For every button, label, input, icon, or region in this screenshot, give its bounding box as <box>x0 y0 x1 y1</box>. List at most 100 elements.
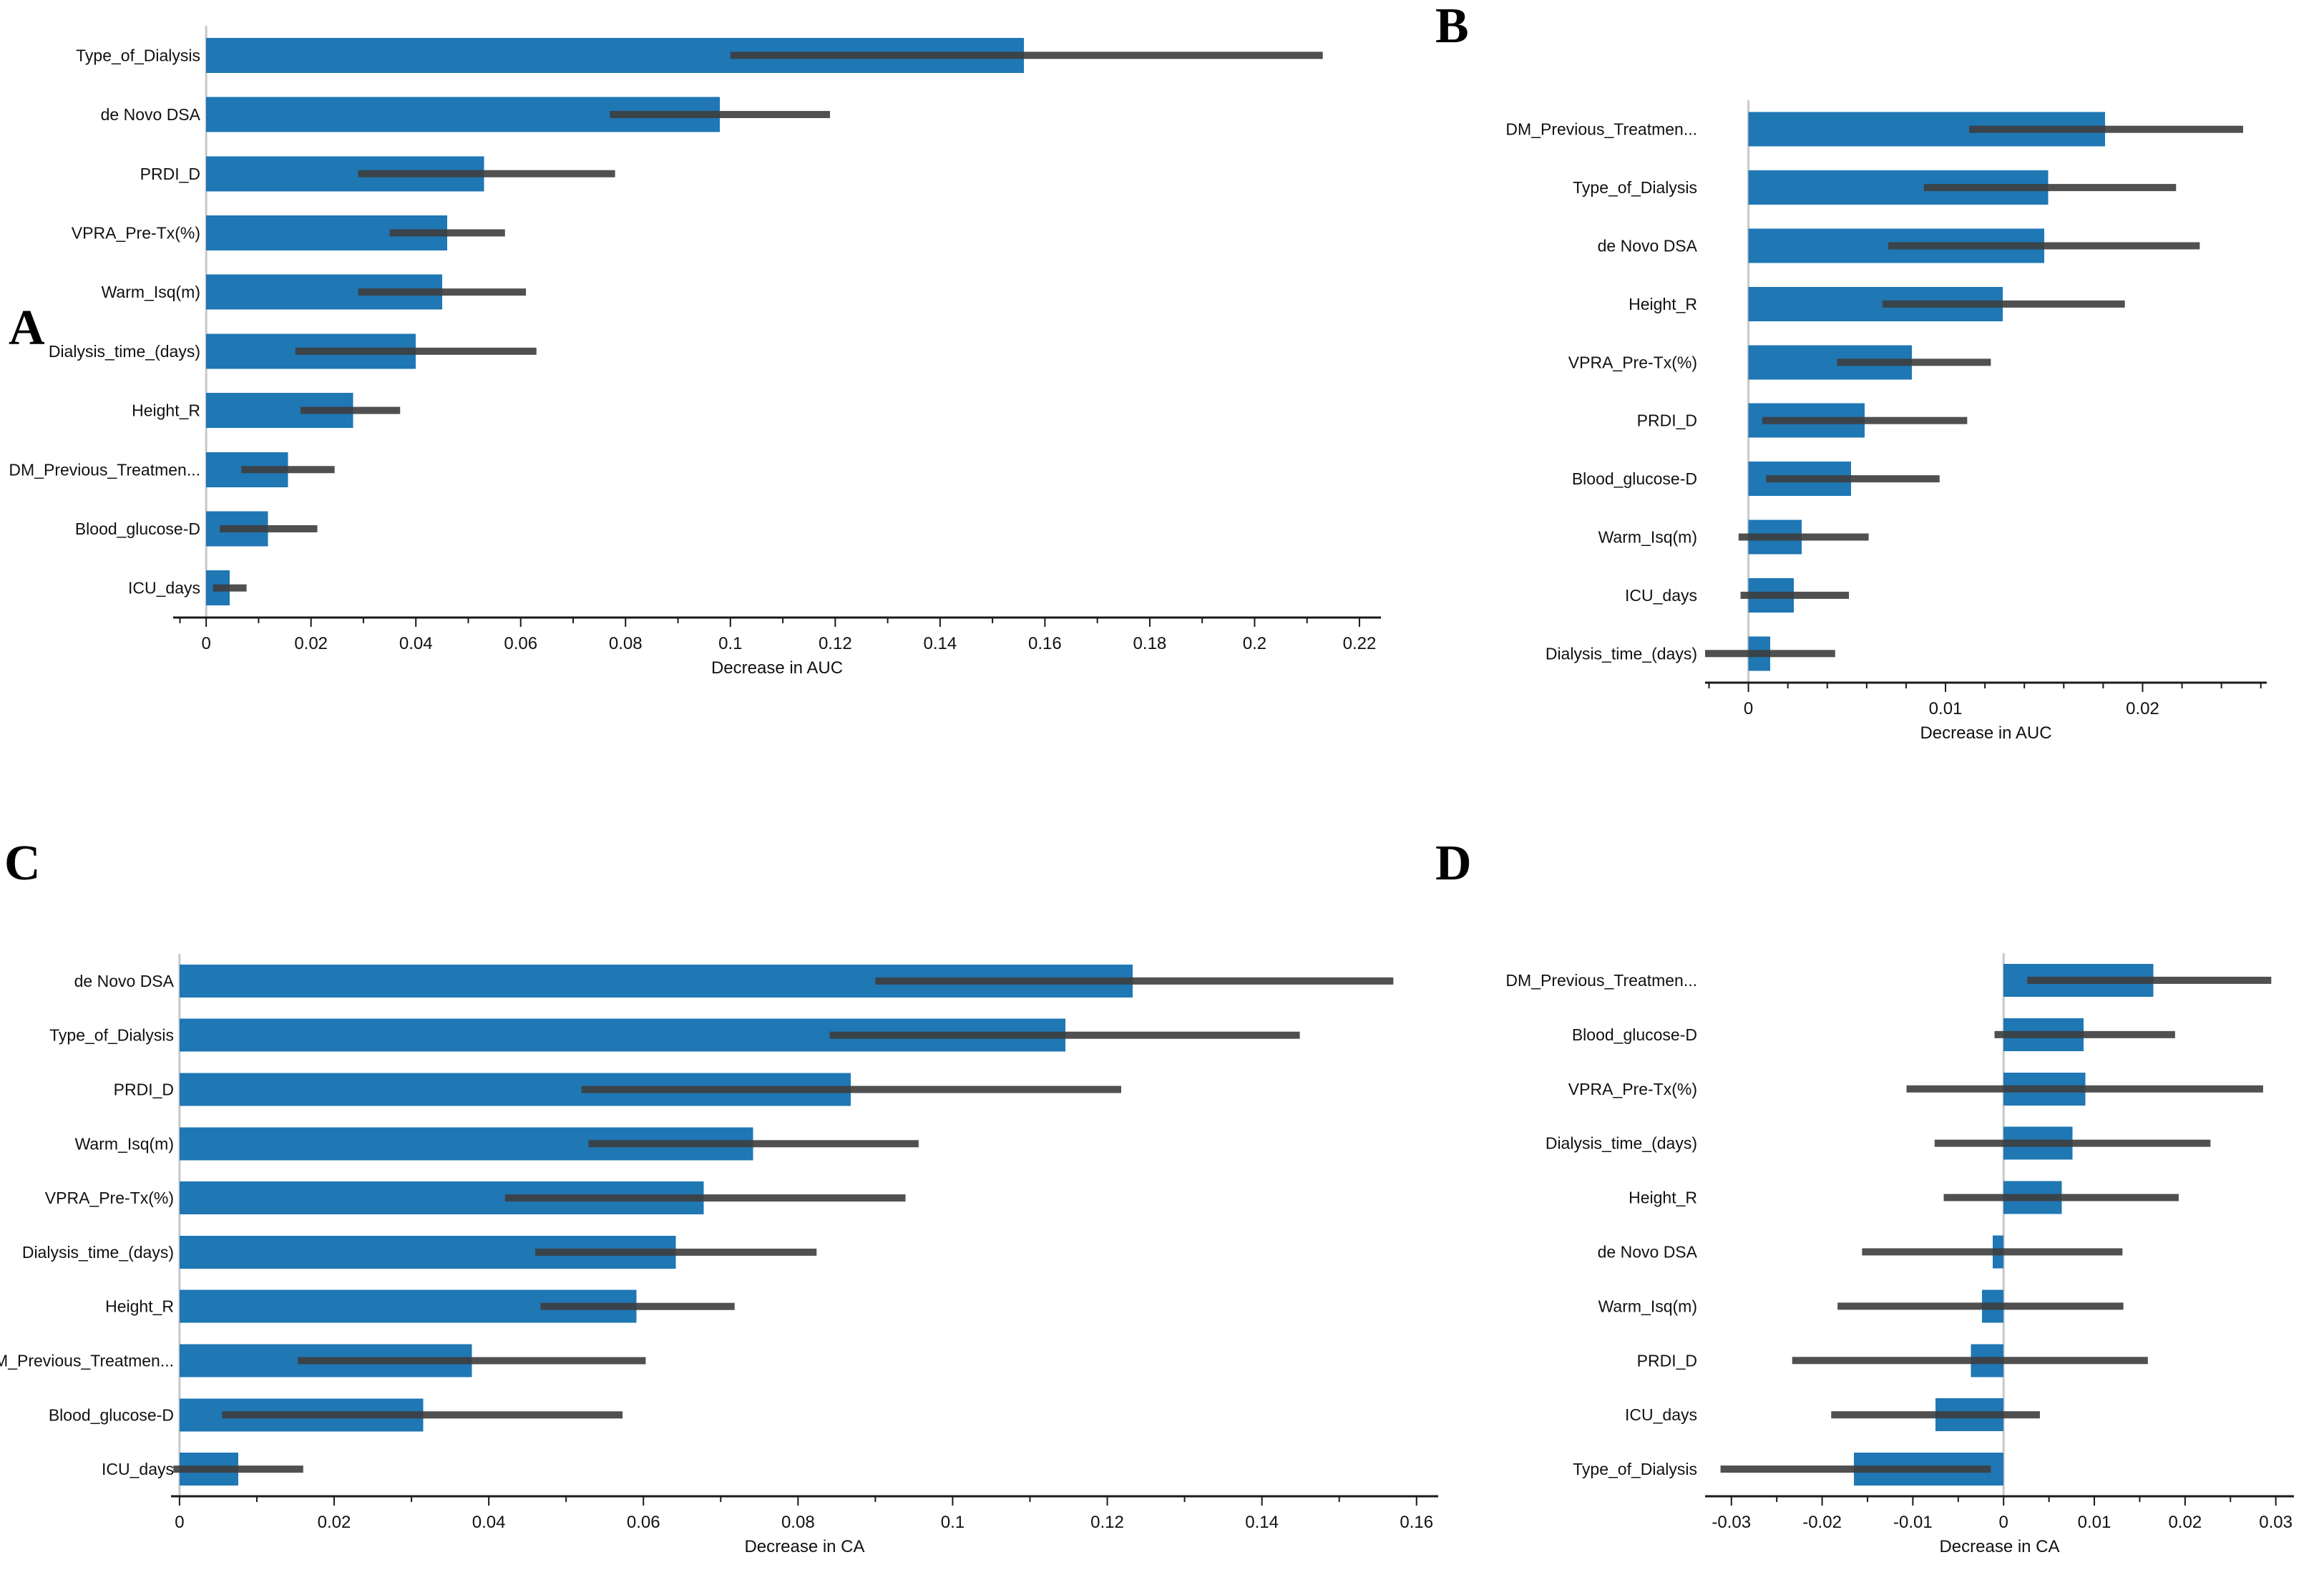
error-bar-PRDI_D <box>1792 1357 2148 1365</box>
x-tick-label: 0.02 <box>318 1513 351 1532</box>
category-label-PRDI_D: PRDI_D <box>114 1081 174 1099</box>
category-label-de Novo DSA: de Novo DSA <box>101 105 201 124</box>
x-tick-label: 0.22 <box>1343 634 1377 653</box>
error-bar-Warm_Isq(m) <box>1738 533 1869 541</box>
error-bar-DM_Previous_Treatmen... <box>2027 976 2272 984</box>
x-tick-label: 0.03 <box>2259 1513 2293 1532</box>
x-tick-label: 0.04 <box>399 634 433 653</box>
error-bar-Type_of_Dialysis <box>730 52 1323 59</box>
x-tick-label: 0.16 <box>1400 1513 1433 1532</box>
category-label-Type_of_Dialysis: Type_of_Dialysis <box>49 1026 174 1045</box>
category-label-de Novo DSA: de Novo DSA <box>1598 237 1698 255</box>
category-label-Warm_Isq(m): Warm_Isq(m) <box>1598 528 1697 547</box>
x-tick-label: 0.04 <box>472 1513 506 1532</box>
category-label-Warm_Isq(m): Warm_Isq(m) <box>102 283 200 301</box>
error-bar-de Novo DSA <box>610 111 830 119</box>
category-label-VPRA_Pre-Tx(%): VPRA_Pre-Tx(%) <box>45 1189 174 1207</box>
x-tick-label: 0.02 <box>2168 1513 2202 1532</box>
x-tick-label: 0.01 <box>1929 699 1963 718</box>
category-label-Type_of_Dialysis: Type_of_Dialysis <box>76 46 200 64</box>
error-bar-de Novo DSA <box>1862 1248 2123 1256</box>
x-tick-label: -0.01 <box>1893 1513 1933 1532</box>
category-label-ICU_days: ICU_days <box>1625 1405 1697 1424</box>
x-tick-label: 0.14 <box>923 634 957 653</box>
error-bar-Blood_glucose-D <box>1766 475 1940 483</box>
error-bar-PRDI_D <box>1762 416 1968 424</box>
category-label-ICU_days: ICU_days <box>1625 586 1697 605</box>
category-label-PRDI_D: PRDI_D <box>140 165 200 183</box>
error-bar-Blood_glucose-D <box>222 1411 623 1419</box>
error-bar-DM_Previous_Treatmen... <box>1969 125 2243 133</box>
error-bar-Type_of_Dialysis <box>1720 1465 1991 1473</box>
error-bar-Height_R <box>1882 300 2125 308</box>
error-bar-Height_R <box>1943 1194 2179 1201</box>
x-tick-label: 0.12 <box>819 634 852 653</box>
error-bar-Type_of_Dialysis <box>1923 184 2177 192</box>
category-label-de Novo DSA: de Novo DSA <box>74 972 175 990</box>
x-tick-label: 0.02 <box>2126 699 2159 718</box>
category-label-Height_R: Height_R <box>1629 1189 1697 1207</box>
x-tick-label: 0.01 <box>2078 1513 2111 1532</box>
error-bar-PRDI_D <box>358 170 615 177</box>
panel-letter-b: B <box>1435 0 1469 54</box>
error-bar-DM_Previous_Treatmen... <box>241 466 335 474</box>
category-label-Type_of_Dialysis: Type_of_Dialysis <box>1573 1460 1697 1478</box>
category-label-Dialysis_time_(days): Dialysis_time_(days) <box>1546 644 1697 663</box>
error-bar-VPRA_Pre-Tx(%) <box>504 1194 906 1202</box>
category-label-Height_R: Height_R <box>1629 295 1697 313</box>
x-axis-title: Decrease in CA <box>744 1537 864 1556</box>
error-bar-VPRA_Pre-Tx(%) <box>389 229 505 237</box>
x-tick-label: 0 <box>1999 1513 2008 1532</box>
error-bar-Warm_Isq(m) <box>588 1140 919 1148</box>
x-tick-label: 0.08 <box>781 1513 815 1532</box>
category-label-Blood_glucose-D: Blood_glucose-D <box>75 520 200 538</box>
category-label-DM_Previous_Treatmen...: DM_Previous_Treatmen... <box>1505 971 1697 990</box>
category-label-Height_R: Height_R <box>132 401 200 420</box>
panel-letter-c: C <box>4 836 41 891</box>
x-tick-label: 0.12 <box>1090 1513 1124 1532</box>
x-tick-label: 0 <box>1744 699 1753 718</box>
panel-B: DM_Previous_Treatmen... Type_of_Dialysisd… <box>1505 100 2267 743</box>
panel-D: DM_Previous_Treatmen... Blood_glucose-D VP… <box>1505 953 2294 1556</box>
error-bar-Height_R <box>301 406 401 414</box>
x-tick-label: 0 <box>175 1513 184 1532</box>
error-bar-Warm_Isq(m) <box>358 288 527 296</box>
error-bar-Dialysis_time_(days) <box>295 347 537 355</box>
x-axis-title: Decrease in CA <box>1939 1537 2059 1556</box>
category-label-DM_Previous_Treatmen...: DM_Previous_Treatmen... <box>0 1352 174 1370</box>
category-label-DM_Previous_Treatmen...: DM_Previous_Treatmen... <box>9 460 200 479</box>
x-tick-label: -0.02 <box>1802 1513 1842 1532</box>
x-tick-label: 0.2 <box>1243 634 1266 653</box>
x-tick-label: 0.18 <box>1133 634 1167 653</box>
error-bar-PRDI_D <box>581 1086 1121 1093</box>
category-label-PRDI_D: PRDI_D <box>1637 411 1697 430</box>
x-tick-label: 0.06 <box>504 634 537 653</box>
x-tick-label: 0.06 <box>627 1513 660 1532</box>
error-bar-Warm_Isq(m) <box>1837 1302 2124 1310</box>
category-label-Dialysis_time_(days): Dialysis_time_(days) <box>49 342 200 361</box>
x-tick-label: -0.03 <box>1712 1513 1751 1532</box>
x-tick-label: 0.16 <box>1028 634 1062 653</box>
panel-C: de Novo DSA Type_of_Dialysis PRDI_D Warm_Is… <box>0 954 1438 1556</box>
error-bar-Blood_glucose-D <box>1994 1030 2175 1038</box>
category-label-VPRA_Pre-Tx(%): VPRA_Pre-Tx(%) <box>1568 353 1697 371</box>
error-bar-ICU_days <box>1831 1411 2040 1419</box>
category-label-VPRA_Pre-Tx(%): VPRA_Pre-Tx(%) <box>1568 1080 1697 1098</box>
error-bar-ICU_days <box>213 584 247 592</box>
category-label-PRDI_D: PRDI_D <box>1637 1351 1697 1370</box>
error-bar-VPRA_Pre-Tx(%) <box>1906 1085 2263 1093</box>
category-label-Dialysis_time_(days): Dialysis_time_(days) <box>1546 1134 1697 1153</box>
error-bar-ICU_days <box>173 1465 303 1473</box>
x-tick-label: 0.1 <box>718 634 742 653</box>
category-label-Blood_glucose-D: Blood_glucose-D <box>1572 469 1697 488</box>
x-tick-label: 0.1 <box>941 1513 965 1532</box>
panel-letter-a: A <box>9 301 45 356</box>
error-bar-DM_Previous_Treatmen... <box>298 1357 646 1365</box>
error-bar-Height_R <box>540 1302 735 1310</box>
category-label-ICU_days: ICU_days <box>128 579 200 598</box>
x-axis-title: Decrease in AUC <box>711 658 843 678</box>
category-label-VPRA_Pre-Tx(%): VPRA_Pre-Tx(%) <box>72 223 200 242</box>
category-label-Warm_Isq(m): Warm_Isq(m) <box>75 1134 174 1153</box>
error-bar-Dialysis_time_(days) <box>534 1248 817 1256</box>
